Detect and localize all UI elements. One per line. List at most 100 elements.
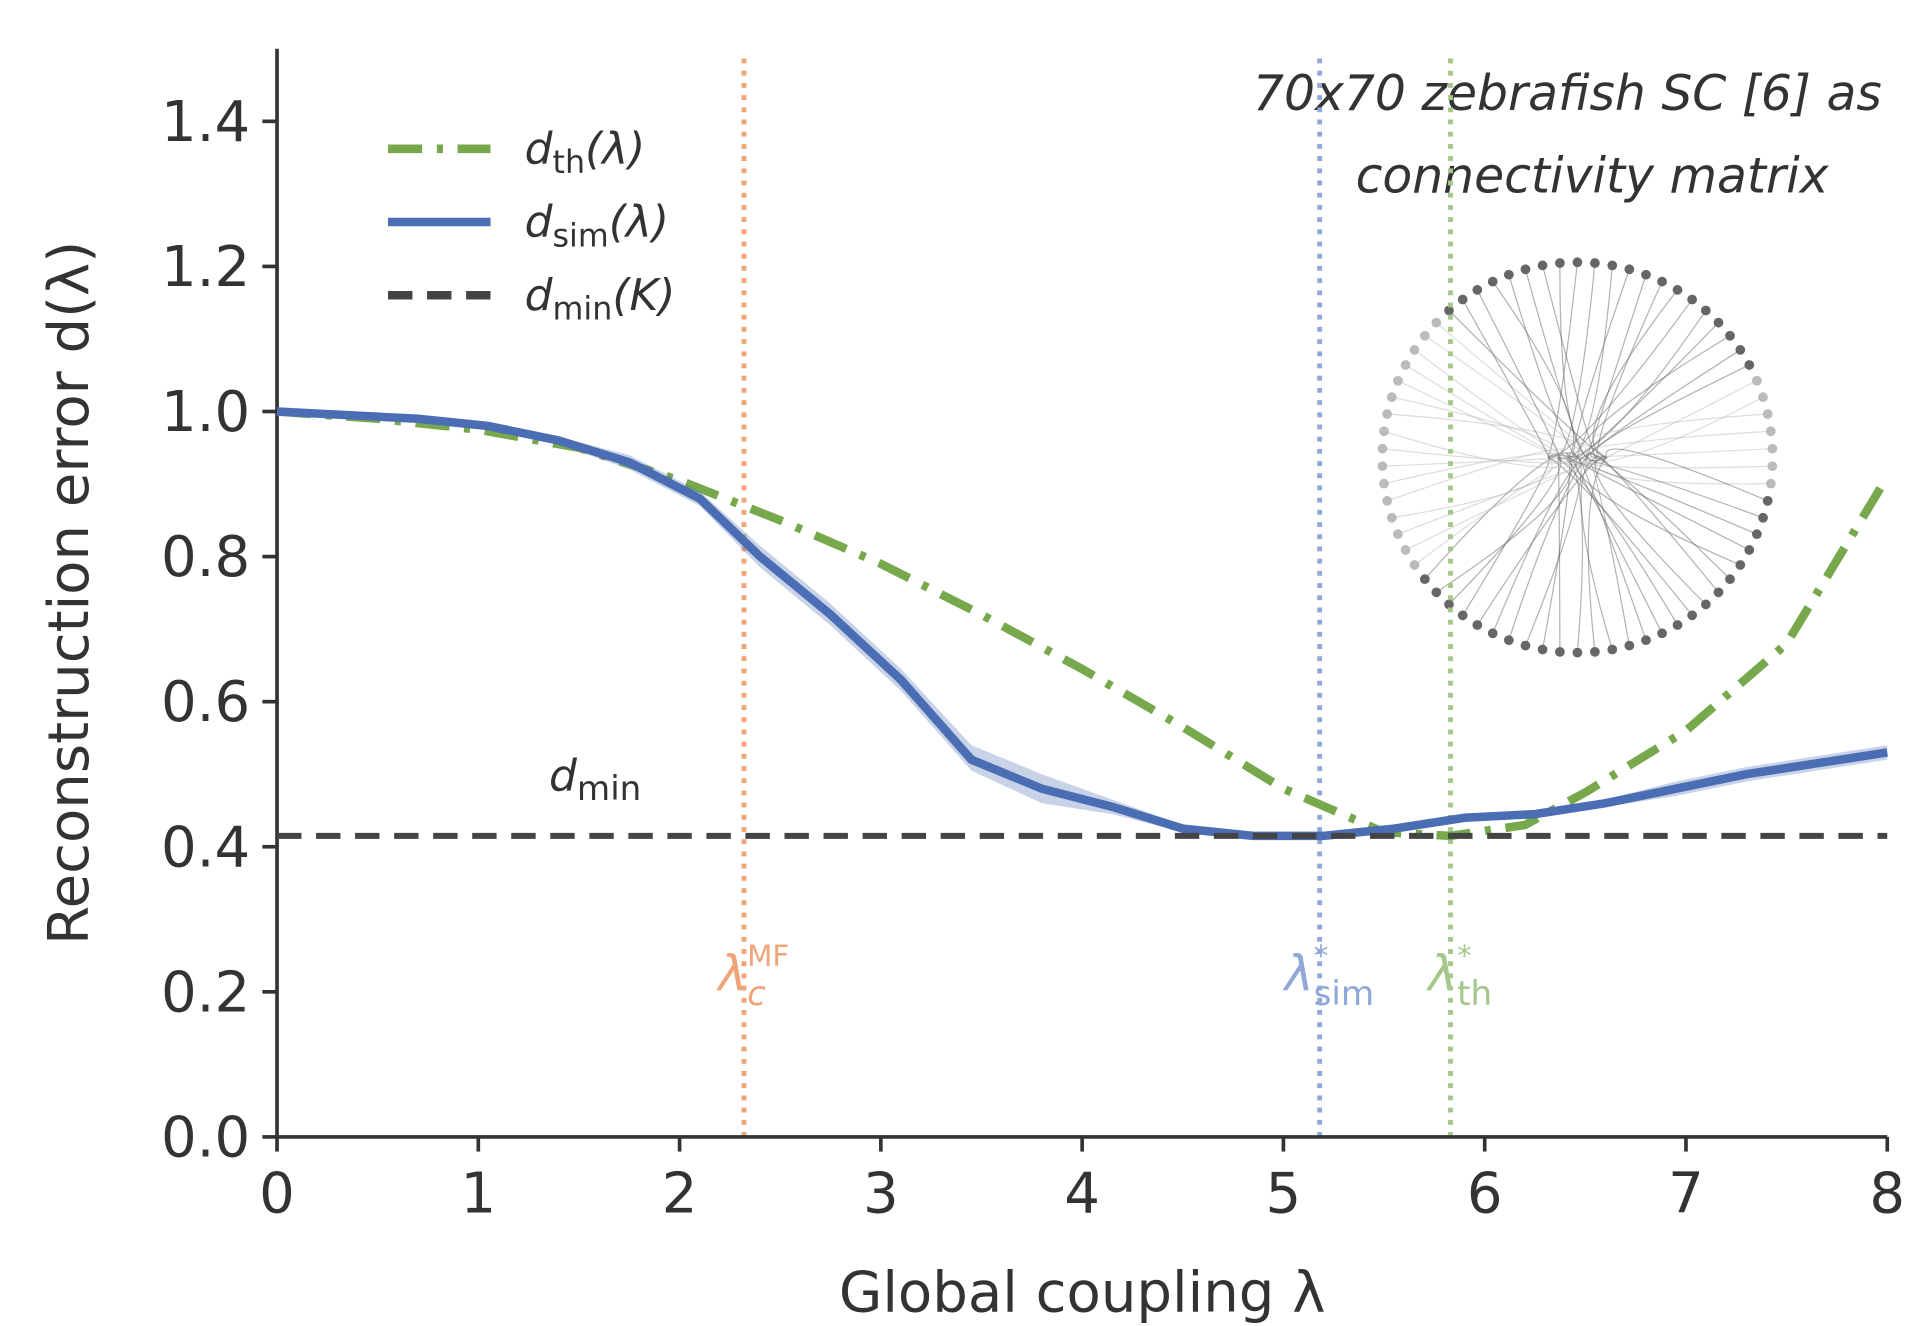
network-node: [1672, 285, 1683, 295]
network-node: [1537, 260, 1548, 271]
network-node: [1765, 426, 1776, 437]
network-node: [1672, 620, 1683, 630]
network-node: [1379, 426, 1389, 437]
network-edge: [1557, 456, 1679, 626]
y-tick-label: 1.2: [161, 235, 250, 300]
network-node: [1409, 345, 1420, 355]
network-node: [1713, 317, 1724, 328]
network-edge: [1462, 299, 1550, 460]
network-node: [1725, 330, 1735, 341]
x-tick-label: 7: [1668, 1162, 1704, 1227]
reference-label: λsim*: [1282, 939, 1374, 1014]
data-line: [276, 407, 1891, 841]
network-edge: [1476, 289, 1562, 462]
network-node: [1590, 258, 1600, 268]
network-node: [1393, 375, 1403, 386]
network-node: [1386, 512, 1397, 523]
network-edge: [1586, 349, 1741, 458]
annotation: 70x70 zebrafish SC [6] as: [1253, 65, 1882, 122]
network-edge: [1397, 380, 1559, 459]
network-edge: [1383, 430, 1598, 469]
network-node: [1444, 305, 1454, 316]
network-edge: [1557, 413, 1768, 458]
network-edge: [1508, 274, 1578, 458]
network-node: [1607, 644, 1618, 655]
network-node: [1713, 587, 1724, 598]
network-edge: [1547, 456, 1693, 616]
network-edge: [1605, 448, 1768, 502]
network-node: [1472, 620, 1483, 630]
data-line: [276, 407, 1888, 841]
network-node: [1735, 345, 1746, 355]
network-edge: [1386, 448, 1565, 502]
network-node: [1641, 635, 1651, 646]
confidence-band: [277, 411, 1888, 840]
network-node: [1758, 392, 1768, 403]
network-node: [1386, 392, 1397, 403]
network-edge: [1592, 289, 1678, 459]
network-node: [1607, 260, 1618, 271]
network-node: [1762, 409, 1773, 419]
y-axis-label: Reconstruction error d(λ): [37, 241, 102, 945]
network-edge: [1476, 455, 1608, 626]
x-tick-label: 8: [1869, 1162, 1905, 1227]
x-tick-label: 1: [460, 1162, 496, 1227]
network-edge: [1594, 457, 1771, 485]
network-edge: [1414, 349, 1580, 464]
x-tick-label: 4: [1064, 1162, 1100, 1227]
network-node: [1624, 264, 1635, 275]
network-node: [1762, 496, 1773, 506]
network-node: [1572, 647, 1583, 658]
network-edge: [1492, 453, 1598, 634]
network-edge: [1391, 457, 1553, 519]
y-tick-label: 0.6: [161, 670, 250, 735]
x-axis-label: Global coupling λ: [839, 1260, 1326, 1325]
network-node: [1624, 640, 1635, 651]
network-edge: [1541, 265, 1598, 460]
network-edge: [1405, 364, 1569, 460]
network-edge: [1508, 457, 1588, 641]
network-edge: [1424, 335, 1588, 458]
network-node: [1503, 269, 1514, 280]
hline-label: dmin: [549, 750, 641, 809]
network-node: [1758, 512, 1768, 523]
network-edge: [1382, 456, 1578, 467]
network-node: [1765, 478, 1776, 489]
network-node: [1472, 285, 1483, 295]
network-node: [1767, 443, 1778, 454]
network-node: [1657, 276, 1667, 287]
x-tick-label: 6: [1467, 1162, 1503, 1227]
network-edge: [1435, 322, 1598, 458]
network-edge: [1405, 456, 1598, 551]
network-edge: [1524, 456, 1582, 646]
network-node: [1752, 529, 1762, 540]
network-edge: [1435, 457, 1573, 593]
network-node: [1735, 560, 1746, 570]
network-node: [1487, 276, 1498, 287]
network-edge: [1448, 310, 1607, 459]
network-edge: [1391, 396, 1558, 459]
x-tick-label: 5: [1266, 1162, 1302, 1227]
network-edge: [1383, 453, 1569, 485]
network-node: [1555, 258, 1565, 268]
x-tick-label: 0: [259, 1162, 295, 1227]
reference-label: λcMF: [715, 939, 789, 1014]
legend-label: dsim(λ): [525, 197, 669, 255]
network-edge: [1566, 453, 1663, 634]
network-node: [1400, 545, 1411, 555]
network-edge: [1585, 452, 1731, 580]
network-node: [1744, 360, 1755, 370]
y-tick-label: 1.4: [161, 90, 250, 155]
network-node: [1457, 610, 1468, 621]
annotation: connectivity matrix: [1356, 148, 1830, 205]
network-node: [1457, 294, 1468, 305]
y-tick-label: 0.8: [161, 525, 250, 590]
y-tick-label: 0.4: [161, 815, 250, 880]
network-node: [1487, 628, 1498, 639]
y-tick-label: 0.0: [161, 1105, 250, 1170]
network-node: [1377, 443, 1388, 454]
legend-label: dth(λ): [525, 123, 646, 181]
network-node: [1537, 644, 1548, 655]
network-node: [1700, 599, 1711, 610]
